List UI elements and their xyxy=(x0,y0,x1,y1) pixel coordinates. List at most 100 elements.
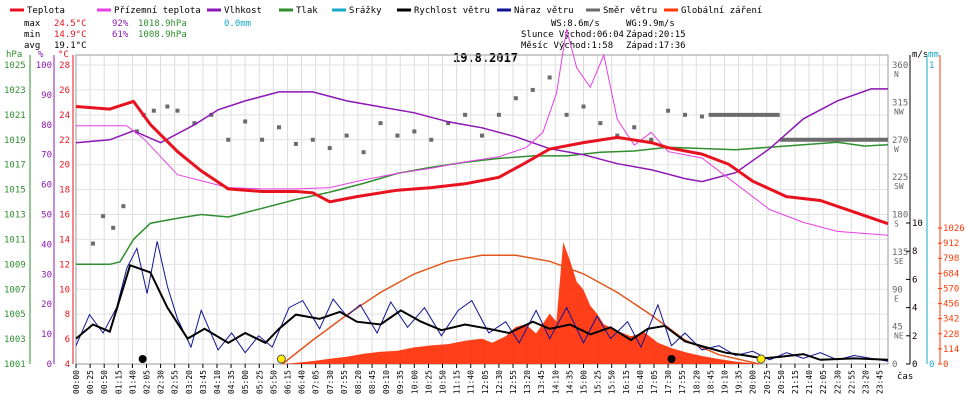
chart-title: 19.8.2017 xyxy=(453,51,518,65)
radiation-tick-label: 114 xyxy=(943,345,959,355)
wind-direction-point xyxy=(649,137,654,142)
stat-wg: WG:9.9m/s xyxy=(626,19,675,29)
wind-direction-point xyxy=(632,125,637,130)
wind-direction-point xyxy=(530,87,535,92)
stat-max-press: 1018.9hPa xyxy=(138,19,187,29)
wind-direction-point xyxy=(101,214,106,219)
series-layer xyxy=(75,29,889,365)
x-tick-label: 23:20 xyxy=(861,370,870,394)
pressure-tick-label: 1013 xyxy=(4,211,26,221)
legend-label: Náraz větru xyxy=(514,6,574,16)
x-tick-label: 08:20 xyxy=(354,370,363,394)
wind-direction-point xyxy=(175,108,180,113)
direction-tick-label: 270 xyxy=(892,136,908,146)
x-tick-label: 18:20 xyxy=(692,370,701,394)
pressure-line xyxy=(76,141,889,266)
temp-tick-label: 24 xyxy=(59,111,70,121)
wind-tick-label: 8 xyxy=(912,247,917,257)
x-tick-label: 06:15 xyxy=(283,370,292,394)
unit-rain: mm xyxy=(928,50,939,60)
x-tick-label: 01:15 xyxy=(114,370,123,394)
x-tick-label: 10:00 xyxy=(410,370,419,394)
x-tick-label: 01:40 xyxy=(128,370,137,394)
x-tick-label: 19:35 xyxy=(735,370,744,394)
radiation-tick-label: 1026 xyxy=(943,224,965,234)
temp-tick-label: 20 xyxy=(59,161,70,171)
stat-max-temp: 24.5°C xyxy=(54,19,87,29)
radiation-tick-label: 0 xyxy=(943,360,948,370)
radiation-area xyxy=(282,242,763,364)
x-tick-label: 22:30 xyxy=(833,370,842,394)
direction-tick-label: 225 xyxy=(892,173,908,183)
wind-direction-point xyxy=(598,121,603,126)
x-tick-label: 13:20 xyxy=(523,370,532,394)
x-tick-label: 12:05 xyxy=(481,370,490,394)
grid xyxy=(75,54,889,365)
wind-direction-point xyxy=(192,121,197,126)
wind-direction-point xyxy=(496,112,501,117)
legend-label: Tlak xyxy=(296,6,318,16)
x-tick-label: 06:40 xyxy=(298,370,307,394)
temp-tick-label: 10 xyxy=(59,285,70,295)
legend-label: Vlhkost xyxy=(224,6,262,16)
wind-direction-point xyxy=(361,150,366,155)
x-tick-label: 20:00 xyxy=(749,370,758,394)
x-tick-label: 14:35 xyxy=(565,370,574,394)
event-markers xyxy=(138,354,766,364)
wind-direction-point xyxy=(666,108,671,113)
x-tick-label: 14:10 xyxy=(551,370,560,394)
pressure-tick-label: 1017 xyxy=(4,161,26,171)
x-tick-label: 11:15 xyxy=(453,370,462,394)
temperature-line xyxy=(75,99,889,226)
wind-direction-point xyxy=(111,225,116,230)
radiation-tick-label: 684 xyxy=(943,269,959,279)
humidity-tick-label: 70 xyxy=(41,151,52,161)
x-tick-label: 02:05 xyxy=(142,370,151,394)
temp-tick-label: 6 xyxy=(65,335,70,345)
radiation-tick-label: 798 xyxy=(943,254,959,264)
pressure-tick-label: 1015 xyxy=(4,186,26,196)
legend: Teplota Přízemní teplota Vlhkost Tlak Srážky… xyxy=(10,6,762,16)
wind-direction-point xyxy=(327,146,332,151)
x-tick-label: 09:10 xyxy=(382,370,391,394)
direction-tick-name: S xyxy=(894,220,899,229)
x-tick-label: 12:30 xyxy=(495,370,504,394)
humidity-tick-label: 100 xyxy=(36,61,52,71)
radiation-tick-label: 342 xyxy=(943,315,959,325)
legend-label: Směr větru xyxy=(603,6,657,16)
x-tick-label: 17:30 xyxy=(664,370,673,394)
wind-direction-point xyxy=(90,241,95,246)
unit-temp: °C xyxy=(58,50,69,60)
pressure-tick-label: 1011 xyxy=(4,235,26,245)
x-tick-label: 00:00 xyxy=(72,370,81,394)
wind-tick-label: 4 xyxy=(912,304,917,314)
wind-direction-point xyxy=(151,108,156,113)
unit-wind: m/s xyxy=(912,50,928,60)
wind-tick-label: 10 xyxy=(912,219,923,229)
stat-min-temp: 14.9°C xyxy=(54,30,87,40)
wind-direction-point xyxy=(683,112,687,117)
stat-sunset: Západ:20:15 xyxy=(626,30,686,40)
stats-block: max 24.5°C 92% 1018.9hPa 0.0mm min 14.9°… xyxy=(24,19,686,51)
temp-tick-label: 14 xyxy=(59,235,70,245)
x-tick-label: 10:25 xyxy=(424,370,433,394)
x-tick-label: 15:50 xyxy=(608,370,617,394)
stat-avg-label: avg xyxy=(24,41,40,51)
direction-tick-label: 315 xyxy=(892,98,908,108)
x-tick-label: 03:20 xyxy=(185,370,194,394)
x-tick-label: 07:05 xyxy=(312,370,321,394)
x-axis-label: čas xyxy=(897,371,913,382)
legend-label: Srážky xyxy=(349,6,382,16)
x-tick-label: 16:40 xyxy=(636,370,645,394)
stat-max-label: max xyxy=(24,19,41,29)
rain-tick-label: 1 xyxy=(929,61,934,71)
x-tick-label: 20:50 xyxy=(777,370,786,394)
wind-direction-point xyxy=(480,133,484,138)
humidity-tick-label: 90 xyxy=(41,91,52,101)
wind-direction-point xyxy=(395,133,400,138)
x-tick-label: 22:55 xyxy=(847,370,856,394)
x-tick-label: 17:05 xyxy=(650,370,659,394)
pressure-tick-label: 1003 xyxy=(4,335,26,345)
sunrise-marker xyxy=(276,354,286,364)
